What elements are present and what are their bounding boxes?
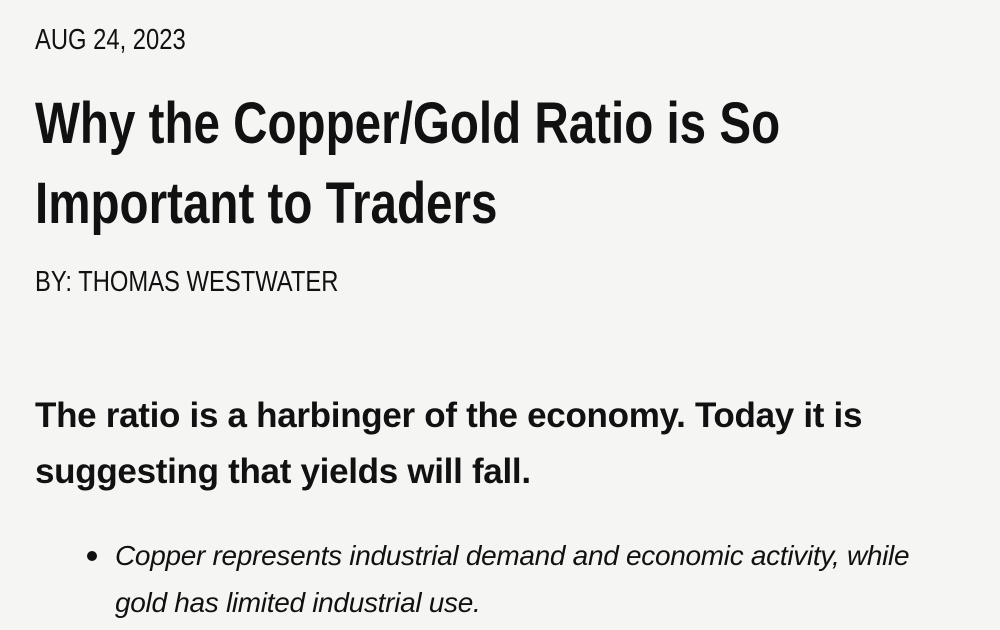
article-date: AUG 24, 2023 [35, 24, 186, 56]
key-points-list: Copper represents industrial demand and … [0, 532, 955, 626]
article-subtitle: The ratio is a harbinger of the economy.… [35, 396, 863, 491]
list-item-text: Copper represents industrial demand and … [115, 540, 910, 618]
list-item: Copper represents industrial demand and … [87, 532, 955, 626]
title-line: Why the Copper/Gold Ratio is So [35, 91, 781, 156]
bullet-icon [87, 551, 97, 561]
title-line: Important to Traders [35, 171, 498, 236]
article-byline: BY: THOMAS WESTWATER [35, 266, 339, 298]
article-title: Why the Copper/Gold Ratio is So Importan… [35, 84, 944, 244]
